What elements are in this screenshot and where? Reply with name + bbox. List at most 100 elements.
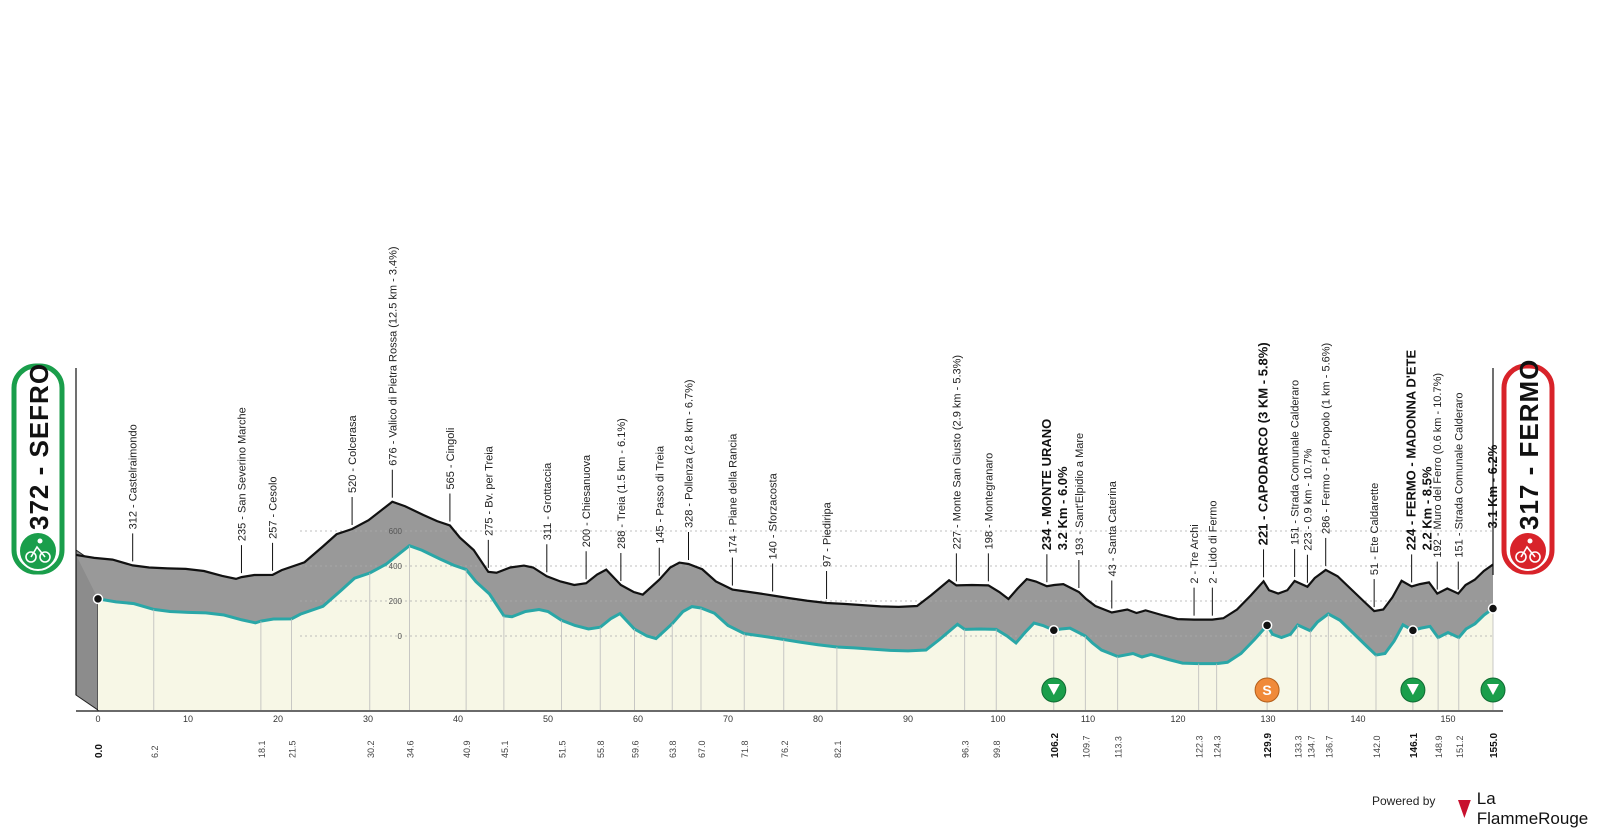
sprint-icon: S: [1262, 682, 1271, 698]
km-point-label: 21.5: [288, 740, 298, 758]
start-icon-circle: [18, 531, 58, 571]
place-label: 565 - Cingoli: [445, 428, 457, 490]
sprint-badge: [1254, 677, 1280, 703]
place-label: 97 - Piediripa: [822, 501, 834, 567]
start-cyclist-icon: [37, 538, 43, 544]
profile-ridge-line: [75, 500, 1494, 621]
finish-cyclist-icon: [1520, 545, 1536, 558]
place-label: 275 - Bv. per Treia: [483, 445, 495, 536]
km-tick-label: 150: [1440, 714, 1455, 724]
km-tick-label: 0: [95, 714, 100, 724]
altitude-tick-label: 600: [389, 527, 403, 536]
place-label: 51 - Ete Caldarette: [1369, 483, 1381, 575]
km-point-label: 51.5: [558, 740, 568, 758]
km-point-label: 146.1: [1409, 733, 1420, 758]
km-point-label: 109.7: [1081, 735, 1091, 758]
km-point-label: 122.3: [1195, 735, 1205, 758]
km-point-label: 30.2: [366, 740, 376, 758]
flamme-rouge-icon: [1458, 800, 1471, 818]
km-point-label: 6.2: [150, 745, 160, 758]
altitude-tick-label: 0: [398, 632, 403, 641]
km-point-label: 113.3: [1114, 736, 1124, 758]
km-point-label: 55.8: [596, 740, 606, 758]
start-cyclist-icon: [25, 551, 37, 563]
km-point-label: 82.1: [833, 740, 843, 758]
place-label: 227 - Monte San Giusto (2.9 km - 5.3%): [951, 355, 963, 549]
place-label: 223 - 0.9 km - 10.7%: [1302, 448, 1314, 550]
start-banner: [11, 363, 65, 575]
mountain-gpm-icon: [1487, 684, 1499, 695]
place-label: 2 - Lido di Fermo: [1207, 500, 1219, 583]
km-point-label: 148.9: [1434, 735, 1444, 758]
km-point-label: 67.0: [697, 740, 707, 758]
place-label: 257 - Cesolo: [268, 476, 280, 538]
place-label: 193 - Sant'Elpidio a Mare: [1074, 433, 1086, 556]
place-label: 145 - Passo di Treia: [654, 445, 666, 544]
km-point-label: 155.0: [1489, 733, 1500, 758]
mountain-gpm-icon: [1406, 684, 1419, 695]
km-tick-label: 40: [453, 714, 463, 724]
km-point-label: 45.1: [500, 740, 510, 758]
place-label: 192 - Muro del Ferro (0.6 km - 10.7%): [1432, 373, 1444, 558]
finish-text: 317 - FERMO: [1514, 359, 1544, 530]
place-label: 221 - CAPODARCO (3 KM - 5.8%): [1256, 342, 1271, 545]
place-label: 140 - Sforzacosta: [768, 472, 780, 559]
climb-stats-label: 3.2 Km - 6.0%: [1055, 466, 1070, 550]
altitude-tick-label: 400: [389, 562, 403, 571]
finish-banner: [1501, 363, 1555, 575]
km-point-label: 76.2: [780, 740, 790, 758]
km-point-label: 63.8: [668, 740, 678, 758]
checkpoint-dot: [1261, 620, 1273, 631]
km-point-label: 0.0: [94, 744, 105, 758]
place-label: 520 - Colcerasa: [347, 414, 359, 493]
start-text: 372 - SEFRO: [24, 363, 54, 530]
km-point-label: 134.7: [1306, 735, 1316, 758]
km-tick-label: 80: [813, 714, 823, 724]
powered-by-label: Powered by: [1372, 794, 1436, 808]
km-point-label: 18.1: [257, 740, 267, 758]
km-point-label: 40.9: [462, 740, 472, 758]
km-tick-label: 90: [903, 714, 913, 724]
km-point-label: 124.3: [1213, 735, 1223, 758]
profile-front-face: [98, 545, 1493, 710]
place-label: 312 - Castelraimondo: [128, 424, 140, 529]
km-tick-label: 10: [183, 714, 193, 724]
km-tick-label: 70: [723, 714, 733, 724]
place-label: 311 - Grottaccia: [542, 462, 554, 540]
place-label: 328 - Pollenza (2.8 km - 6.7%): [684, 379, 696, 528]
km-tick-label: 50: [543, 714, 553, 724]
km-tick-label: 60: [633, 714, 643, 724]
start-cyclist-icon: [39, 551, 51, 563]
checkpoint-dot: [1048, 624, 1060, 636]
brand-name: La FlammeRouge: [1476, 789, 1589, 828]
start-cyclist-icon: [30, 545, 46, 558]
km-point-label: 133.3: [1294, 735, 1304, 758]
km-point-label: 96.3: [961, 740, 971, 758]
km-tick-label: 20: [273, 714, 283, 724]
km-point-label: 142.0: [1372, 735, 1382, 758]
place-label: 151 - Strada Comunale Calderaro: [1453, 392, 1465, 557]
km-tick-label: 30: [363, 714, 373, 724]
checkpoint-dot: [1407, 625, 1419, 636]
profile-top-face: [76, 501, 1493, 664]
start-dot: [92, 593, 104, 605]
place-label: 174 - Piane della Rancia: [727, 433, 739, 554]
km-tick-label: 130: [1260, 714, 1275, 724]
place-label: 198 - Montegranaro: [983, 453, 995, 550]
finish-cyclist-icon: [1515, 551, 1527, 563]
place-label: 200 - Chiesanuova: [581, 454, 593, 547]
place-label: 151 - Strada Comunale Calderaro: [1290, 380, 1302, 545]
km-point-label: 99.8: [992, 740, 1002, 758]
km-point-label: 151.2: [1455, 735, 1465, 758]
km-point-label: 106.2: [1050, 733, 1061, 758]
place-label: 286 - Fermo - P.d.Popolo (1 km - 5.6%): [1321, 343, 1333, 534]
place-label: 224 - FERMO - MADONNA D'ETE: [1404, 350, 1419, 551]
climb-stats-label: 2.2 Km - 8.5%: [1420, 466, 1435, 550]
checkpoint-dot: [1487, 603, 1499, 614]
mountain-gpm-icon: [1047, 684, 1060, 695]
place-label: 235 - San Severino Marche: [236, 407, 248, 541]
km-tick-label: 140: [1350, 714, 1365, 724]
finish-cyclist-icon: [1529, 551, 1541, 563]
finish-icon-circle: [1508, 531, 1548, 571]
